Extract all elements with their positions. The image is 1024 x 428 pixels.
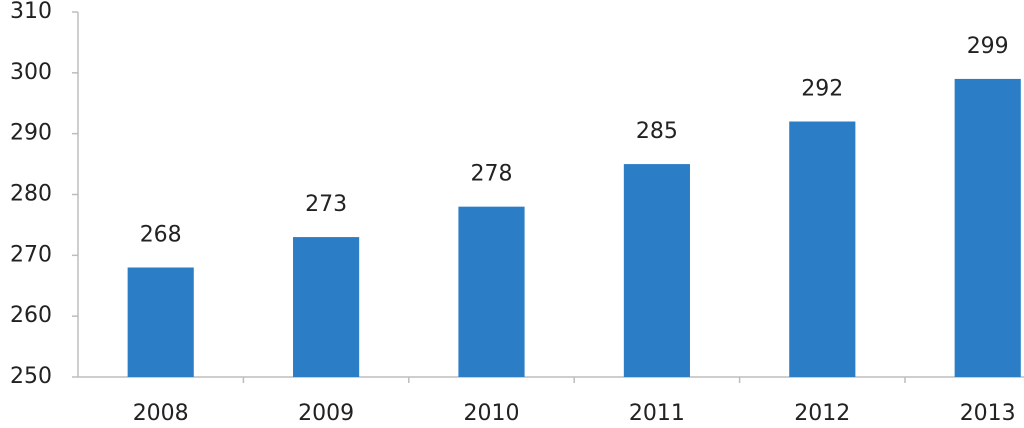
y-tick-label: 280 xyxy=(10,182,52,207)
bar xyxy=(789,121,856,377)
bar xyxy=(293,237,360,377)
x-tick-label: 2010 xyxy=(464,401,520,426)
x-tick-label: 2011 xyxy=(629,401,685,426)
y-tick-label: 250 xyxy=(10,364,52,389)
y-tick-label: 260 xyxy=(10,303,52,328)
bar xyxy=(954,78,1021,378)
bar xyxy=(623,164,690,377)
data-label: 273 xyxy=(305,192,347,217)
data-label: 285 xyxy=(636,119,678,144)
x-tick-label: 2013 xyxy=(960,401,1016,426)
data-label: 268 xyxy=(140,223,182,248)
x-tick-label: 2008 xyxy=(133,401,189,426)
data-label: 278 xyxy=(471,162,513,187)
y-tick-label: 310 xyxy=(10,0,52,24)
data-label: 292 xyxy=(801,77,843,102)
y-tick-label: 270 xyxy=(10,242,52,267)
x-tick-label: 2012 xyxy=(794,401,850,426)
data-label: 299 xyxy=(967,34,1009,59)
y-tick-label: 300 xyxy=(10,60,52,85)
x-tick-label: 2009 xyxy=(298,401,354,426)
bar xyxy=(458,206,525,377)
y-tick-label: 290 xyxy=(10,121,52,146)
bar xyxy=(127,267,194,377)
